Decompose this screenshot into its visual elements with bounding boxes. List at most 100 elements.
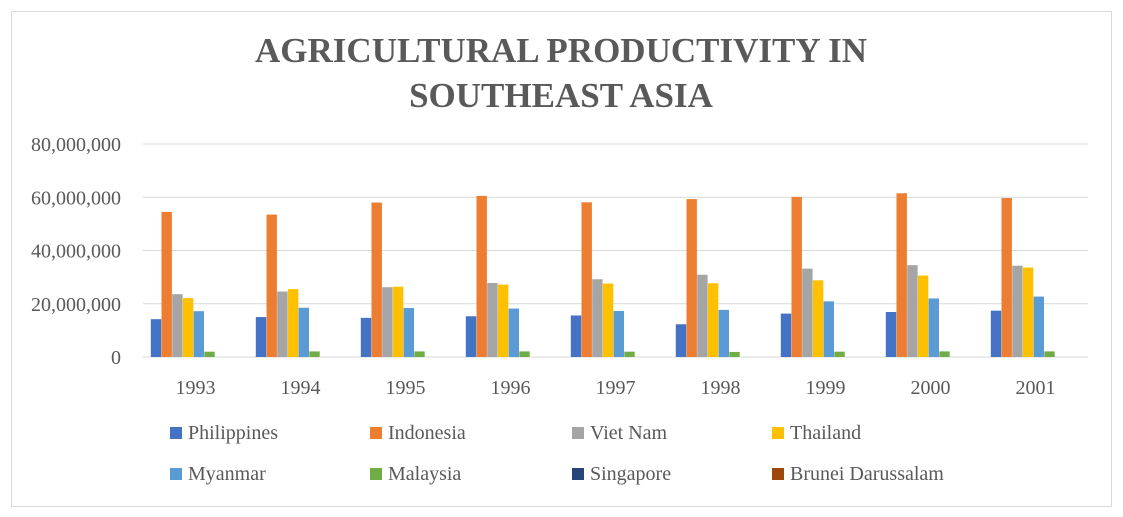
legend-item-thailand: Thailand [772,422,861,444]
legend-swatch [572,468,584,480]
bar-malaysia-2000 [939,351,950,357]
bar-viet-nam-1993 [172,294,183,357]
bar-philippines-1999 [780,313,792,357]
bar-indonesia-1998 [686,199,697,357]
bar-malaysia-1998 [729,351,740,357]
chart-frame [11,11,1112,507]
x-tick-label: 2001 [1016,377,1056,399]
legend-label: Viet Nam [590,422,668,444]
bar-philippines-1998 [675,324,687,357]
y-tick-label: 0 [111,347,121,369]
x-tick-label: 1999 [806,377,846,399]
legend: Philippines Indonesia Viet Nam Thailand Myan… [170,422,944,485]
bar-thailand-1996 [497,284,509,357]
y-tick-label: 20,000,000 [31,294,121,316]
x-tick-label: 2000 [911,377,951,399]
bar-indonesia-2001 [1001,198,1012,357]
legend-item-viet-nam: Viet Nam [572,422,668,444]
bar-viet-nam-1995 [382,287,393,357]
chart-title-line-2: SOUTHEAST ASIA [409,76,714,115]
bar-myanmar-1997 [613,310,624,357]
bar-thailand-2001 [1022,267,1034,357]
bar-indonesia-2000 [896,193,907,357]
bar-philippines-1993 [150,319,162,357]
legend-swatch [370,427,382,439]
legend-label: Singapore [590,463,671,485]
bar-malaysia-1994 [309,351,320,357]
bar-indonesia-1999 [791,196,802,357]
y-tick-label: 80,000,000 [31,134,121,156]
legend-item-myanmar: Myanmar [170,463,266,485]
legend-item-brunei-darussalam: Brunei Darussalam [772,463,944,485]
bar-myanmar-1999 [823,301,834,357]
bar-indonesia-1997 [581,202,592,357]
x-tick-label: 1997 [596,377,636,399]
legend-label: Malaysia [388,463,461,485]
bar-viet-nam-2001 [1012,265,1023,357]
bar-thailand-1998 [707,283,719,357]
bar-thailand-1997 [602,283,614,357]
bar-philippines-1994 [255,317,267,357]
legend-item-philippines: Philippines [170,422,278,444]
bar-malaysia-2001 [1044,351,1055,357]
bar-viet-nam-2000 [907,265,918,357]
bar-malaysia-1995 [414,351,425,357]
x-tick-label: 1993 [176,377,216,399]
bar-indonesia-1996 [476,195,487,357]
chart-title-line-1: AGRICULTURAL PRODUCTIVITY IN [255,31,867,70]
bar-indonesia-1994 [266,214,277,357]
legend-swatch [772,468,784,480]
legend-item-singapore: Singapore [572,463,671,485]
bar-philippines-1996 [465,316,477,357]
bar-philippines-2000 [885,312,897,357]
bar-indonesia-1995 [371,202,382,357]
legend-swatch [572,427,584,439]
bar-myanmar-2001 [1033,296,1044,357]
legend-label: Philippines [188,422,278,444]
x-axis-tick-labels: 1993 1994 1995 1996 1997 1998 1999 2000 2001 [176,377,1056,399]
bar-myanmar-2000 [928,298,939,357]
legend-label: Myanmar [188,463,266,485]
x-tick-label: 1998 [701,377,741,399]
legend-label: Indonesia [388,422,466,444]
legend-label: Thailand [790,422,861,444]
bar-viet-nam-1997 [592,279,603,357]
bar-myanmar-1996 [508,308,519,357]
bar-thailand-1994 [287,289,299,357]
bar-malaysia-1997 [624,351,635,357]
x-tick-label: 1995 [386,377,426,399]
legend-swatch [170,468,182,480]
bar-philippines-1997 [570,315,582,357]
x-tick-label: 1996 [491,377,531,399]
bar-viet-nam-1999 [802,268,813,357]
bar-thailand-1993 [182,298,194,357]
bar-myanmar-1994 [298,307,309,357]
bar-philippines-2001 [990,310,1002,357]
legend-swatch [370,468,382,480]
bar-philippines-1995 [360,317,372,357]
y-axis-tick-labels: 0 20,000,000 40,000,000 60,000,000 80,000,00… [31,134,121,369]
y-tick-label: 60,000,000 [31,187,121,209]
bars [150,193,1055,357]
legend-item-malaysia: Malaysia [370,463,461,485]
x-tick-label: 1994 [281,377,321,399]
bar-indonesia-1993 [161,211,172,357]
bar-myanmar-1995 [403,308,414,357]
bar-malaysia-1993 [204,351,215,357]
legend-item-indonesia: Indonesia [370,422,466,444]
bar-thailand-1999 [812,280,824,357]
legend-swatch [170,427,182,439]
bar-malaysia-1999 [834,351,845,357]
bar-malaysia-1996 [519,351,530,357]
bar-thailand-1995 [392,286,404,357]
bar-viet-nam-1996 [487,282,498,357]
bar-viet-nam-1998 [697,274,708,357]
bar-viet-nam-1994 [277,291,288,357]
y-tick-label: 40,000,000 [31,241,121,263]
legend-swatch [772,427,784,439]
legend-label: Brunei Darussalam [790,463,944,485]
bar-myanmar-1998 [718,309,729,357]
bar-myanmar-1993 [193,311,204,357]
bar-thailand-2000 [917,275,929,357]
